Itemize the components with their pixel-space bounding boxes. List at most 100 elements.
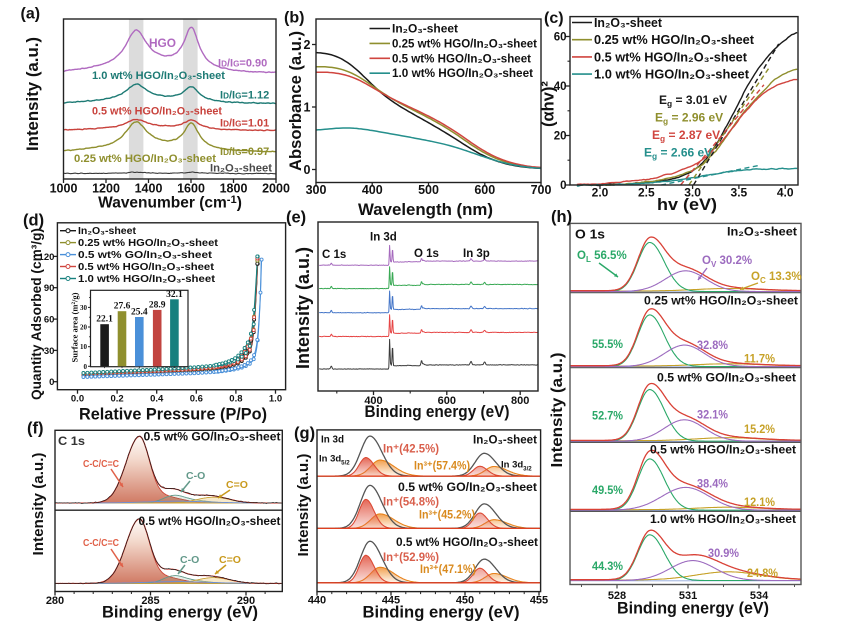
svg-text:440: 440 xyxy=(308,595,326,607)
svg-text:Surface area (m²/g): Surface area (m²/g) xyxy=(70,292,80,362)
svg-text:500: 500 xyxy=(418,183,439,197)
svg-text:32.1%: 32.1% xyxy=(697,410,728,422)
svg-text:ID/IG=0.97: ID/IG=0.97 xyxy=(220,146,269,158)
svg-text:Relative Pressure (P/Po): Relative Pressure (P/Po) xyxy=(79,406,267,424)
svg-text:Wavenumber (cm-1): Wavenumber (cm-1) xyxy=(98,194,242,212)
svg-text:15.2%: 15.2% xyxy=(744,424,775,436)
svg-text:0.6: 0.6 xyxy=(190,394,203,405)
svg-text:0.5 wt% HGO/In₂O₃-sheet: 0.5 wt% HGO/In₂O₃-sheet xyxy=(396,535,538,549)
svg-text:60: 60 xyxy=(44,314,55,325)
svg-text:32.8%: 32.8% xyxy=(697,340,728,352)
svg-text:(c): (c) xyxy=(544,10,564,27)
svg-text:1.0 wt% HGO/In₂O₃-sheet: 1.0 wt% HGO/In₂O₃-sheet xyxy=(392,68,533,80)
svg-text:Intensity (a.u.): Intensity (a.u.) xyxy=(295,454,312,557)
svg-text:(e): (e) xyxy=(286,209,306,227)
svg-text:10: 10 xyxy=(80,343,88,351)
svg-text:(f): (f) xyxy=(27,420,43,438)
svg-text:32.1: 32.1 xyxy=(166,290,183,300)
svg-text:450: 450 xyxy=(456,595,474,607)
svg-text:24.8%: 24.8% xyxy=(747,568,778,580)
svg-text:In₂O₃-sheet: In₂O₃-sheet xyxy=(392,24,458,36)
svg-text:OV 30.2%: OV 30.2% xyxy=(702,255,752,269)
svg-text:In⁺(42.5%): In⁺(42.5%) xyxy=(383,444,439,456)
svg-text:In⁺(54.8%): In⁺(54.8%) xyxy=(383,497,439,509)
svg-text:C=O: C=O xyxy=(219,554,241,566)
svg-text:Intensity (a.u.): Intensity (a.u.) xyxy=(30,453,47,556)
svg-text:22.1: 22.1 xyxy=(96,315,113,325)
svg-text:20: 20 xyxy=(80,324,88,332)
svg-text:0: 0 xyxy=(304,163,311,177)
svg-text:0.5 wt% GO/In₂O₃-sheet: 0.5 wt% GO/In₂O₃-sheet xyxy=(398,480,537,494)
svg-text:(h): (h) xyxy=(551,208,572,226)
svg-text:27.6: 27.6 xyxy=(114,302,131,312)
svg-text:0.5 wt% HGO/In₂O₃-sheet: 0.5 wt% HGO/In₂O₃-sheet xyxy=(594,50,748,64)
svg-text:(b): (b) xyxy=(284,10,304,27)
svg-text:11.7%: 11.7% xyxy=(744,354,775,366)
svg-text:In 3d: In 3d xyxy=(321,434,344,446)
svg-text:Binding energy (eV): Binding energy (eV) xyxy=(617,600,769,618)
svg-text:1200: 1200 xyxy=(92,182,120,196)
svg-text:90: 90 xyxy=(44,283,55,294)
svg-text:400: 400 xyxy=(362,183,383,197)
svg-text:445: 445 xyxy=(382,595,400,607)
svg-text:2000: 2000 xyxy=(262,182,290,196)
svg-text:Wavelength (nm): Wavelength (nm) xyxy=(358,201,493,219)
svg-text:In⁺(52.9%): In⁺(52.9%) xyxy=(383,552,439,564)
svg-text:1800: 1800 xyxy=(220,182,248,196)
svg-text:1400: 1400 xyxy=(135,182,163,196)
svg-text:0.0: 0.0 xyxy=(71,394,84,405)
svg-text:300: 300 xyxy=(306,183,327,197)
svg-text:In³⁺(45.2%): In³⁺(45.2%) xyxy=(419,510,475,522)
svg-text:Binding energy (eV): Binding energy (eV) xyxy=(365,403,510,421)
svg-text:20: 20 xyxy=(554,131,567,143)
svg-text:HGO: HGO xyxy=(149,36,176,50)
svg-text:60: 60 xyxy=(554,32,567,44)
svg-text:52.7%: 52.7% xyxy=(592,411,623,423)
svg-text:38.4%: 38.4% xyxy=(697,479,728,491)
svg-text:0.5 wt% HGO/In₂O₃-sheet: 0.5 wt% HGO/In₂O₃-sheet xyxy=(92,106,222,118)
svg-text:Binding energy (eV): Binding energy (eV) xyxy=(363,604,520,622)
svg-text:30: 30 xyxy=(80,304,88,312)
svg-text:0.25 wt% HGO/In₂O₃-sheet: 0.25 wt% HGO/In₂O₃-sheet xyxy=(594,33,755,47)
svg-text:600: 600 xyxy=(438,395,456,407)
svg-text:Eg = 3.01 eV: Eg = 3.01 eV xyxy=(659,93,727,109)
svg-text:0.5 wt% GO/In₂O₃-sheet: 0.5 wt% GO/In₂O₃-sheet xyxy=(78,250,213,261)
svg-text:0.5 wt% HGO/In₂O₃-sheet: 0.5 wt% HGO/In₂O₃-sheet xyxy=(650,443,796,457)
svg-text:(d): (d) xyxy=(23,212,44,230)
svg-text:0.5 wt% HGO/In₂O₃-sheet: 0.5 wt% HGO/In₂O₃-sheet xyxy=(392,53,531,65)
svg-text:290: 290 xyxy=(237,595,255,607)
svg-text:1.0 wt% HGO/In₂O₃-sheet: 1.0 wt% HGO/In₂O₃-sheet xyxy=(594,68,750,82)
svg-text:285: 285 xyxy=(141,595,159,607)
svg-text:C-O: C-O xyxy=(186,470,205,482)
svg-text:0.5 wt% GO/In₂O₃-sheet: 0.5 wt% GO/In₂O₃-sheet xyxy=(144,430,281,444)
svg-text:1000: 1000 xyxy=(50,182,78,196)
svg-text:ID/IG=0.90: ID/IG=0.90 xyxy=(218,58,267,70)
svg-text:In 3p: In 3p xyxy=(463,248,490,260)
svg-text:2.5: 2.5 xyxy=(638,186,655,200)
svg-text:hv (eV): hv (eV) xyxy=(657,195,717,214)
svg-text:1.0 wt% HGO/In₂O₃-sheet: 1.0 wt% HGO/In₂O₃-sheet xyxy=(92,70,225,82)
svg-text:(αhv)²: (αhv)² xyxy=(540,81,558,127)
svg-text:Quantity Adsorbed (cm³/g): Quantity Adsorbed (cm³/g) xyxy=(28,228,44,400)
svg-text:49.5%: 49.5% xyxy=(592,485,623,497)
svg-text:700: 700 xyxy=(531,183,552,197)
svg-text:0.25 wt% HGO/In₂O₃-sheet: 0.25 wt% HGO/In₂O₃-sheet xyxy=(78,238,219,249)
svg-text:In³⁺(47.1%): In³⁺(47.1%) xyxy=(420,564,476,576)
svg-text:30: 30 xyxy=(44,346,55,357)
svg-text:C 1s: C 1s xyxy=(58,434,85,448)
svg-text:0.25 wt% HGO/In₂O₃-sheet: 0.25 wt% HGO/In₂O₃-sheet xyxy=(392,38,537,50)
svg-text:0.5 wt% GO/In₂O₃-sheet: 0.5 wt% GO/In₂O₃-sheet xyxy=(657,371,796,385)
svg-text:Eg = 2.87 eV: Eg = 2.87 eV xyxy=(652,128,720,144)
svg-text:C-C/C=C: C-C/C=C xyxy=(83,458,119,470)
svg-text:In₂O₃-sheet: In₂O₃-sheet xyxy=(473,435,537,447)
svg-text:4.0: 4.0 xyxy=(777,186,794,200)
svg-text:(a): (a) xyxy=(21,6,41,23)
svg-text:528: 528 xyxy=(608,590,626,602)
svg-text:ID/IG=1.12: ID/IG=1.12 xyxy=(220,90,269,102)
svg-text:Intensity (a.u.): Intensity (a.u.) xyxy=(293,247,313,369)
svg-text:0.8: 0.8 xyxy=(229,394,242,405)
svg-text:2: 2 xyxy=(304,38,311,52)
svg-text:Binding energy (eV): Binding energy (eV) xyxy=(102,604,258,622)
svg-text:Intensity (a.u.): Intensity (a.u.) xyxy=(23,37,42,151)
svg-text:C 1s: C 1s xyxy=(322,249,346,261)
